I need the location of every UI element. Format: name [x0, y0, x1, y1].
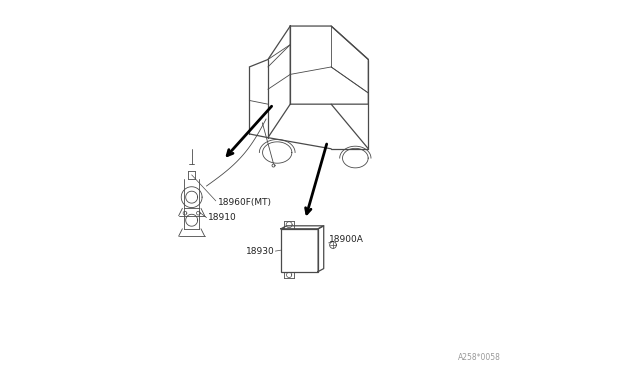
Bar	[281, 229, 318, 272]
Text: 18930: 18930	[246, 247, 275, 256]
Text: 18910: 18910	[209, 213, 237, 222]
Text: 18900A: 18900A	[330, 235, 364, 244]
Text: A258*0058: A258*0058	[458, 353, 500, 362]
Text: 18960F(MT): 18960F(MT)	[218, 198, 272, 207]
